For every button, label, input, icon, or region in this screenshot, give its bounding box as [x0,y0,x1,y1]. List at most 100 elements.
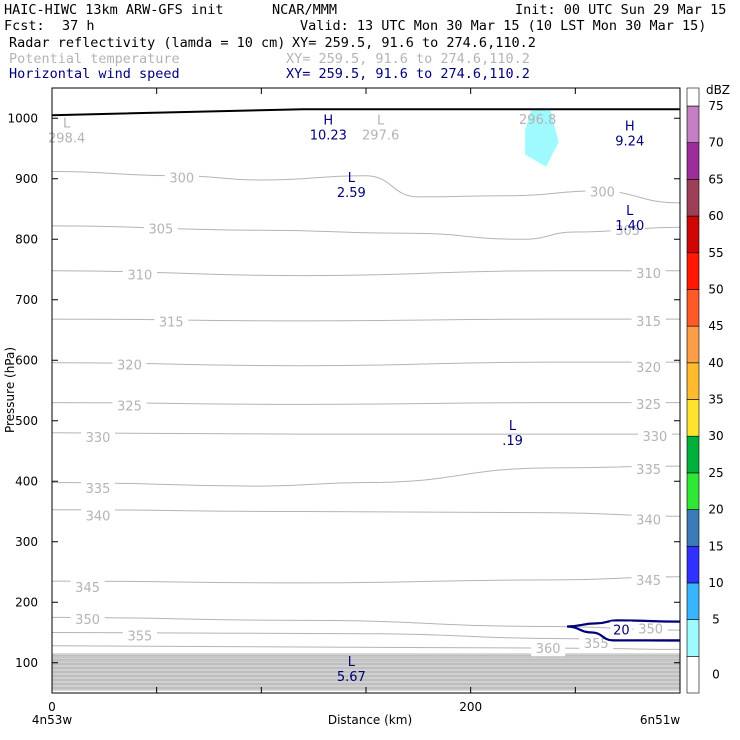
wind-isolines: 20 [566,619,681,642]
theta-label-345: 345 [636,574,661,589]
theta-label-330: 330 [642,430,667,445]
field-name-reflectivity: Radar reflectivity (lamda = 10 cm) [9,35,286,51]
theta-label-bg [81,479,116,496]
theta-label-300: 300 [169,172,194,187]
theta-label-350: 350 [75,613,100,628]
colorbar-label: 35 [708,393,723,407]
x-tick-label: 0 [48,700,56,714]
extremum-marker: L [377,113,385,128]
colorbar-label: 75 [708,99,723,113]
x-tick-label: 200 [459,700,482,714]
theta-label-bg [143,220,178,237]
colorbar-swatch-35 [686,399,700,437]
theta-isoline-350 [51,616,681,631]
colorbar-label: 5 [712,613,720,627]
plot-frame [51,87,681,694]
theta-label-305: 305 [148,222,173,237]
header-init: Init: 00 UTC Sun 29 Mar 15 [515,2,727,18]
y-tick-label: 600 [15,353,38,367]
theta-isoline-360 [51,645,681,650]
colorbar-swatch-30 [686,435,700,474]
colorbar-swatch-65 [686,179,700,217]
y-tick-label: 1000 [7,111,38,125]
x-start-label: 4n53w [32,713,73,727]
y-tick-label: 300 [15,535,38,549]
theta-label-bg [631,511,666,528]
y-axis-label: Pressure (hPa) [3,347,17,433]
colorbar-label: 30 [708,429,723,443]
y-tick-label: 900 [15,172,38,186]
reflectivity-features [525,109,559,167]
theta-label-bg [531,640,566,657]
theta-label-335: 335 [86,482,111,497]
theta-isoline-325 [51,402,680,405]
theta-isoline-345 [51,576,681,584]
theta-label-bg [112,356,147,373]
theta-label-355: 355 [128,630,153,645]
theta-label-320: 320 [636,361,661,376]
y-tick-label: 200 [15,595,38,609]
wind-isoline-20 [566,619,681,642]
header-fcst-value: 37 h [62,18,95,34]
extremum-value: 1.40 [615,219,644,234]
field-xy-theta: XY= 259.5, 91.6 to 274.6,110.2 [286,51,530,67]
colorbar-label: 55 [708,246,723,260]
colorbar-label: 65 [708,172,723,186]
colorbar-swatch-45 [686,325,700,364]
extremum-marker: H [323,113,333,128]
upper-stable-layer [52,653,680,691]
theta-isoline-305 [51,225,681,240]
header-org: NCAR/MMM [272,2,338,18]
theta-label-300: 300 [590,185,615,200]
extremum-marker: L [626,204,634,219]
reflectivity-feature-0 [525,109,559,167]
colorbar-swatch-40 [686,362,700,400]
extremum-value: .19 [502,434,523,449]
extremum-value: 2.59 [337,186,366,201]
theta-isoline-335 [51,465,681,487]
theta-label-310: 310 [636,267,661,282]
wind-label-20: 20 [613,623,630,638]
theta-isoline-310 [51,270,680,277]
theta-label-bg [122,266,157,283]
extremum-value: 297.6 [362,128,399,143]
extremum-value: 298.4 [48,131,85,146]
theta-label-bg [631,312,666,329]
theta-label-bg [631,461,666,478]
surface-line-path [51,108,680,117]
colorbar-label: 50 [708,282,723,296]
theta-isoline-340 [51,509,681,517]
colorbar-swatch-0 [686,656,700,694]
theta-isoline-315 [51,318,680,322]
colorbar-swatch-60 [686,215,700,254]
y-tick-label: 700 [15,293,38,307]
colorbar-swatch-70 [686,142,700,180]
colorbar: 0 5 10 15 20 25 30 35 40 45 50 55 60 65 70 75 [686,87,724,694]
theta-label-335: 335 [636,463,661,478]
extremum-marker: L [348,655,356,670]
colorbar-label: 0 [712,668,720,682]
colorbar-label: 20 [708,503,723,517]
theta-label-bg [164,169,199,186]
theta-label-bg [610,222,645,239]
theta-label-bg [122,627,157,644]
theta-label-bg [154,313,189,330]
colorbar-swatch-10 [686,582,700,620]
extremum-marker: L [509,419,517,434]
theta-label-325: 325 [117,400,142,415]
colorbar-label: 25 [708,466,723,480]
extremum-value: 9.24 [615,134,644,149]
theta-label-bg [637,427,672,444]
field-xy-reflectivity: XY= 259.5, 91.6 to 274.6,110.2 [292,35,536,51]
axes: 100 200 300 400 500 600 700 800 900 1000 0 200 [7,88,681,714]
theta-isoline-320 [51,361,680,367]
colorbar-label: 40 [708,356,723,370]
extremum-value: 296.8 [519,113,556,128]
colorbar-swatch-50 [686,289,700,327]
extremum-value: 10.23 [310,128,347,143]
theta-label-bg [585,183,620,200]
header-valid: Valid: 13 UTC Mon 30 Mar 15 (10 LST Mon … [300,18,707,34]
colorbar-swatch-55 [686,252,700,290]
x-axis-label: Distance (km) [328,713,412,727]
colorbar-swatch-25 [686,472,700,510]
